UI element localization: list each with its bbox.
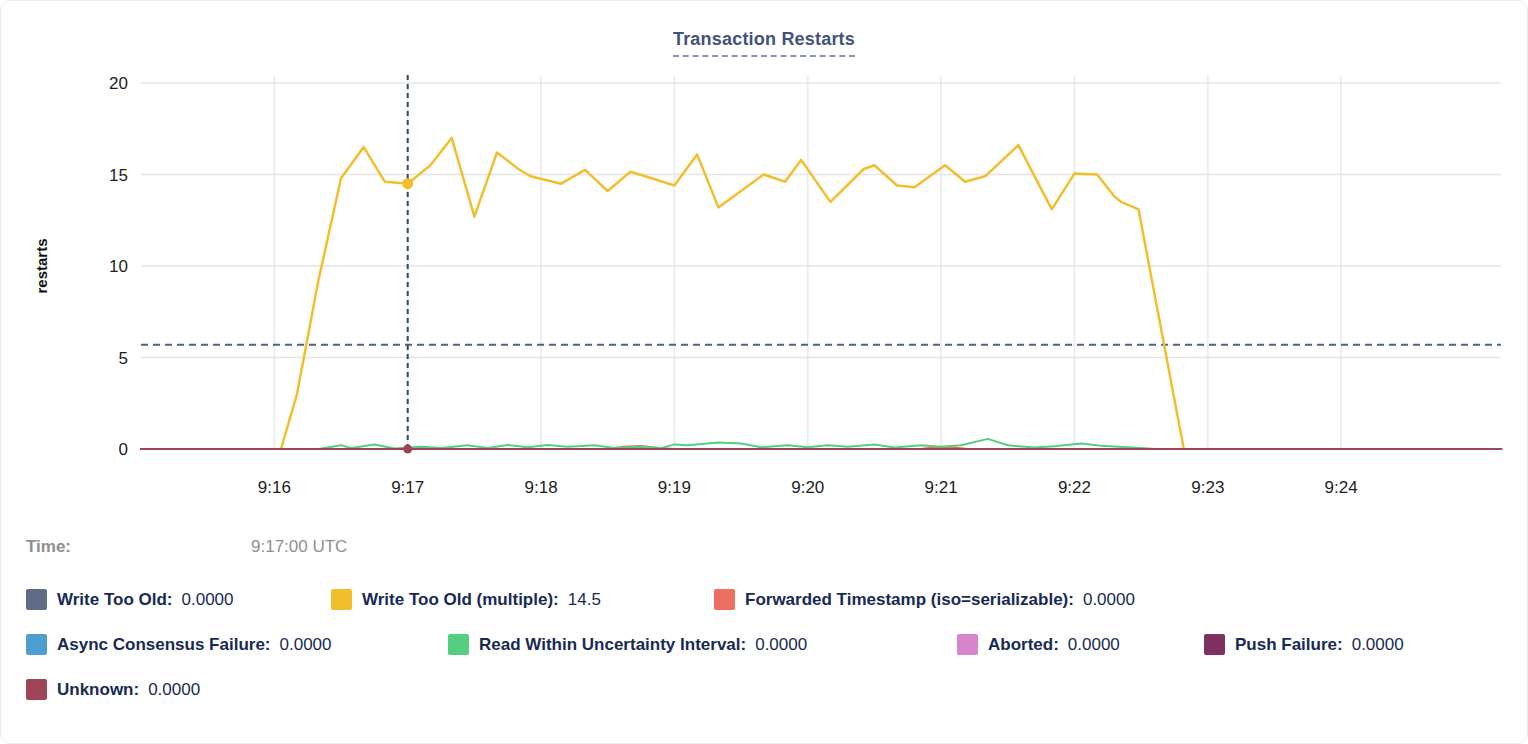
unknown-swatch xyxy=(26,679,47,700)
legend-label: Read Within Uncertainty Interval: xyxy=(479,635,746,655)
x-tick-label: 9:19 xyxy=(658,478,691,497)
time-label: Time: xyxy=(26,537,71,557)
y-tick-label: 0 xyxy=(119,440,128,459)
x-tick-label: 9:16 xyxy=(258,478,291,497)
legend-label: Push Failure: xyxy=(1235,635,1343,655)
y-tick-label: 20 xyxy=(109,74,128,93)
x-tick-label: 9:20 xyxy=(791,478,824,497)
forwarded-timestamp-swatch xyxy=(714,589,735,610)
hover-time-row: Time: 9:17:00 UTC xyxy=(1,537,1527,563)
legend-item-write-too-old: Write Too Old: 0.0000 xyxy=(26,589,234,610)
legend-row-3: Unknown: 0.0000 xyxy=(1,679,1527,703)
legend-label: Unknown: xyxy=(57,680,139,700)
x-tick-label: 9:22 xyxy=(1058,478,1091,497)
legend-row-2: Async Consensus Failure: 0.0000 Read Wit… xyxy=(1,634,1527,658)
push-failure-swatch xyxy=(1204,634,1225,655)
chart-canvas[interactable]: 9:16 9:17 9:18 9:19 9:20 9:21 9:22 9:23 9:24 0 5 10… xyxy=(1,1,1528,526)
transaction-restarts-card: Transaction Restarts 9:169:179:189:199:2… xyxy=(0,0,1528,744)
x-tick-label: 9:18 xyxy=(525,478,558,497)
x-tick-label: 9:23 xyxy=(1191,478,1224,497)
async-consensus-failure-swatch xyxy=(26,634,47,655)
x-tick-label: 9:21 xyxy=(925,478,958,497)
y-tick-label: 10 xyxy=(109,257,128,276)
legend-value: 0.0000 xyxy=(1068,635,1120,655)
legend-label: Write Too Old (multiple): xyxy=(362,590,559,610)
x-tick-label: 9:17 xyxy=(391,478,424,497)
legend-value: 0.0000 xyxy=(280,635,332,655)
legend-value: 0.0000 xyxy=(148,680,200,700)
legend-item-aborted: Aborted: 0.0000 xyxy=(957,634,1120,655)
hover-dot-unknown xyxy=(403,445,412,454)
legend-label: Forwarded Timestamp (iso=serializable): xyxy=(745,590,1074,610)
legend-value: 14.5 xyxy=(568,590,601,610)
hover-dot-write-too-old-multiple xyxy=(402,178,413,189)
legend-value: 0.0000 xyxy=(1083,590,1135,610)
write-too-old-multiple-swatch xyxy=(331,589,352,610)
x-tick-label: 9:24 xyxy=(1325,478,1358,497)
time-value: 9:17:00 UTC xyxy=(251,537,347,557)
legend-item-forwarded-timestamp: Forwarded Timestamp (iso=serializable): … xyxy=(714,589,1135,610)
y-tick-label: 5 xyxy=(119,349,128,368)
legend-item-unknown: Unknown: 0.0000 xyxy=(26,679,200,700)
legend-item-async-consensus-failure: Async Consensus Failure: 0.0000 xyxy=(26,634,332,655)
legend-item-push-failure: Push Failure: 0.0000 xyxy=(1204,634,1404,655)
legend-value: 0.0000 xyxy=(1352,635,1404,655)
legend-value: 0.0000 xyxy=(182,590,234,610)
y-axis-label: restarts xyxy=(33,238,50,293)
read-within-uncertainty-swatch xyxy=(448,634,469,655)
legend-row-1: Write Too Old: 0.0000 Write Too Old (mul… xyxy=(1,589,1527,613)
write-too-old-swatch xyxy=(26,589,47,610)
aborted-swatch xyxy=(957,634,978,655)
legend-label: Aborted: xyxy=(988,635,1059,655)
transaction-restarts-chart[interactable]: 9:16 9:17 9:18 9:19 9:20 9:21 9:22 9:23 9:24 0 5 10… xyxy=(1,1,1528,526)
legend-value: 0.0000 xyxy=(755,635,807,655)
series-line-read-within-uncertainty-interval xyxy=(318,439,1154,449)
series-line-write-too-old-multiple xyxy=(281,138,1184,449)
legend-item-read-within-uncertainty: Read Within Uncertainty Interval: 0.0000 xyxy=(448,634,807,655)
y-tick-label: 15 xyxy=(109,166,128,185)
legend-label: Async Consensus Failure: xyxy=(57,635,271,655)
legend-item-write-too-old-multiple: Write Too Old (multiple): 14.5 xyxy=(331,589,601,610)
legend-label: Write Too Old: xyxy=(57,590,173,610)
